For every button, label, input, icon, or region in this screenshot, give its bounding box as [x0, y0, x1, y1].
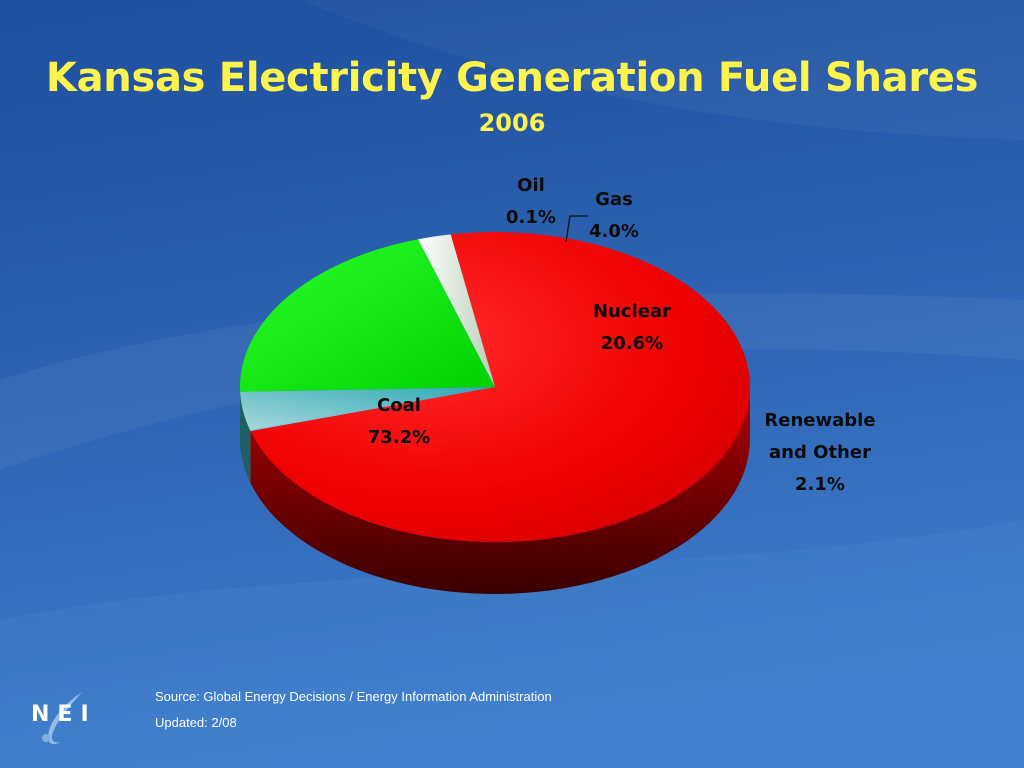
source-text: Source: Global Energy Decisions / Energy…	[155, 689, 552, 704]
nei-logo-text: NEI	[31, 702, 97, 727]
slice-label-value: 0.1%	[506, 207, 556, 228]
slide-subtitle: 2006	[478, 109, 546, 137]
slice-label-gas: Gas 4.0%	[572, 184, 656, 248]
pie-side-oil	[250, 430, 251, 483]
slice-label-oil: Oil 0.1%	[486, 170, 576, 234]
pie-side-gas	[240, 391, 250, 482]
slice-label-renewable-and-other: Renewable and Other 2.1%	[750, 405, 890, 501]
gas-leader-line	[565, 215, 588, 243]
pie-slice-nuclear	[239, 239, 495, 392]
updated-text: Updated: 2/08	[155, 715, 237, 730]
slice-label-name: Nuclear	[593, 301, 671, 322]
source-block: Source: Global Energy Decisions / Energy…	[155, 684, 552, 736]
slice-label-value: 2.1%	[795, 474, 845, 495]
slide-title: Kansas Electricity Generation Fuel Share…	[45, 55, 979, 101]
pie-slice-coal	[250, 232, 751, 543]
pie-tops	[239, 232, 751, 543]
slice-label-value: 73.2%	[367, 427, 431, 448]
pie-side-coal	[250, 387, 750, 594]
pie-slice-renewable-and-other	[418, 234, 495, 387]
nei-logo: NEI	[26, 688, 116, 752]
nei-logo-swoosh-icon	[42, 692, 82, 745]
background-swoosh	[0, 520, 1024, 768]
slice-label-value: 20.6%	[600, 333, 664, 354]
slice-label-name: Oil	[517, 175, 545, 196]
slice-label-coal: Coal 73.2%	[344, 390, 454, 454]
slice-label-name-line2: and Other	[769, 442, 871, 463]
slice-label-nuclear: Nuclear 20.6%	[570, 296, 694, 360]
slice-label-name: Coal	[377, 395, 421, 416]
slice-label-name: Gas	[595, 189, 633, 210]
pie-slice-oil	[250, 387, 495, 431]
pie-sides	[240, 387, 750, 594]
slice-label-name-line1: Renewable	[764, 410, 876, 431]
background-swoosh	[300, 0, 1024, 140]
pie-slice-gas	[240, 387, 495, 430]
slice-label-value: 4.0%	[589, 221, 639, 242]
